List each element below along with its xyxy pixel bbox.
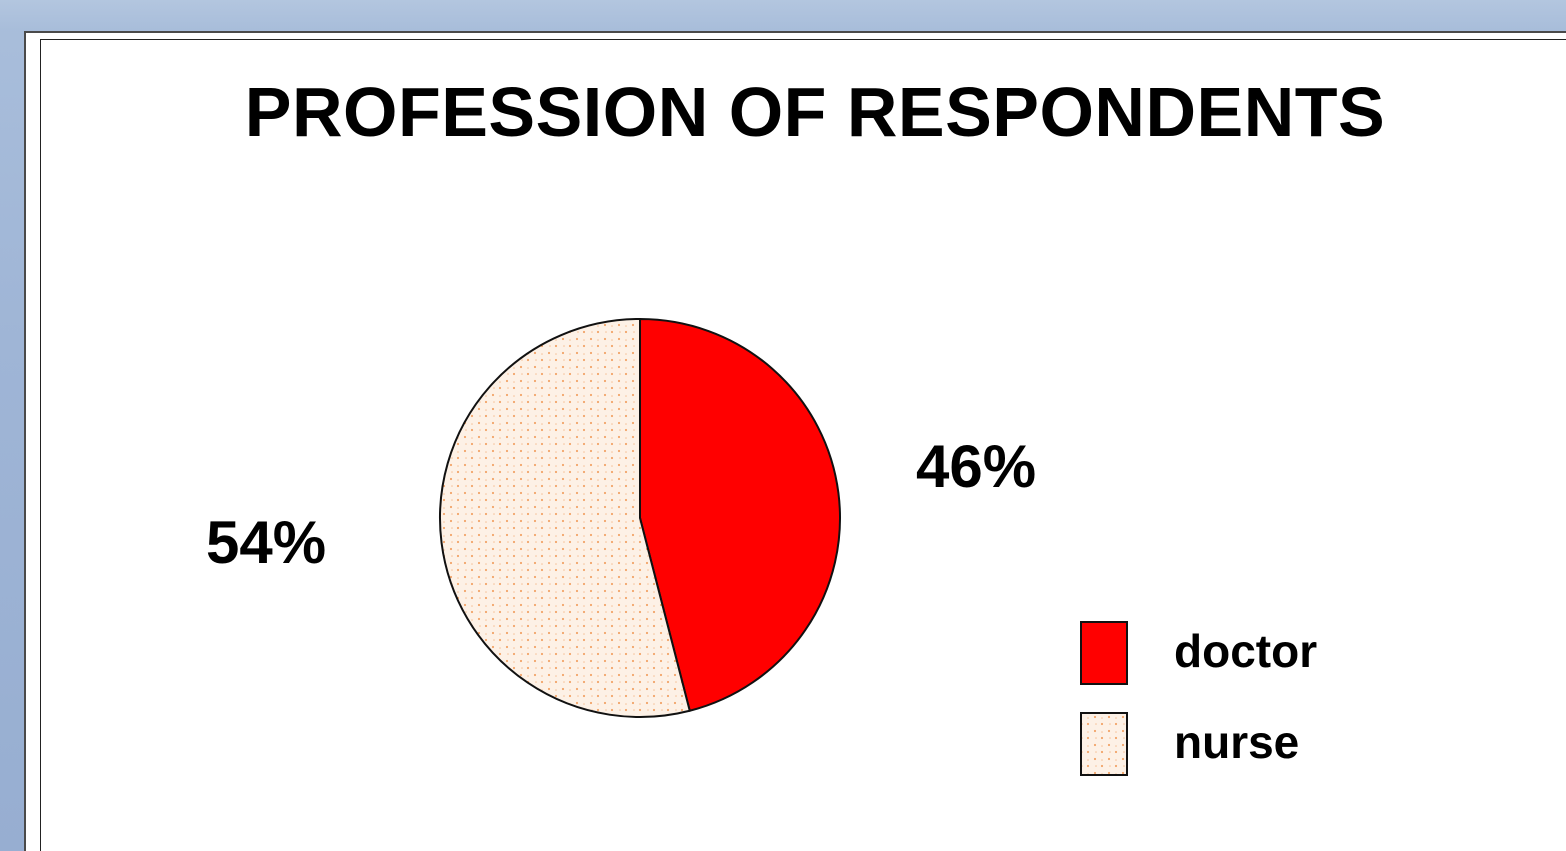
legend-swatch-doctor	[1080, 621, 1128, 685]
legend-label-doctor: doctor	[1174, 625, 1318, 677]
legend-label-nurse: nurse	[1174, 716, 1300, 768]
window-background-band	[0, 0, 1566, 30]
pie-slice-nurse	[439, 318, 691, 718]
chart-title: PROFESSION OF RESPONDENTS	[244, 73, 1386, 151]
plot-area-border	[40, 39, 1566, 851]
legend-swatch-nurse	[1080, 712, 1128, 776]
data-label-nurse: 54%	[206, 509, 327, 576]
data-label-doctor: 46%	[916, 433, 1037, 500]
pie-slice-doctor	[639, 318, 841, 712]
